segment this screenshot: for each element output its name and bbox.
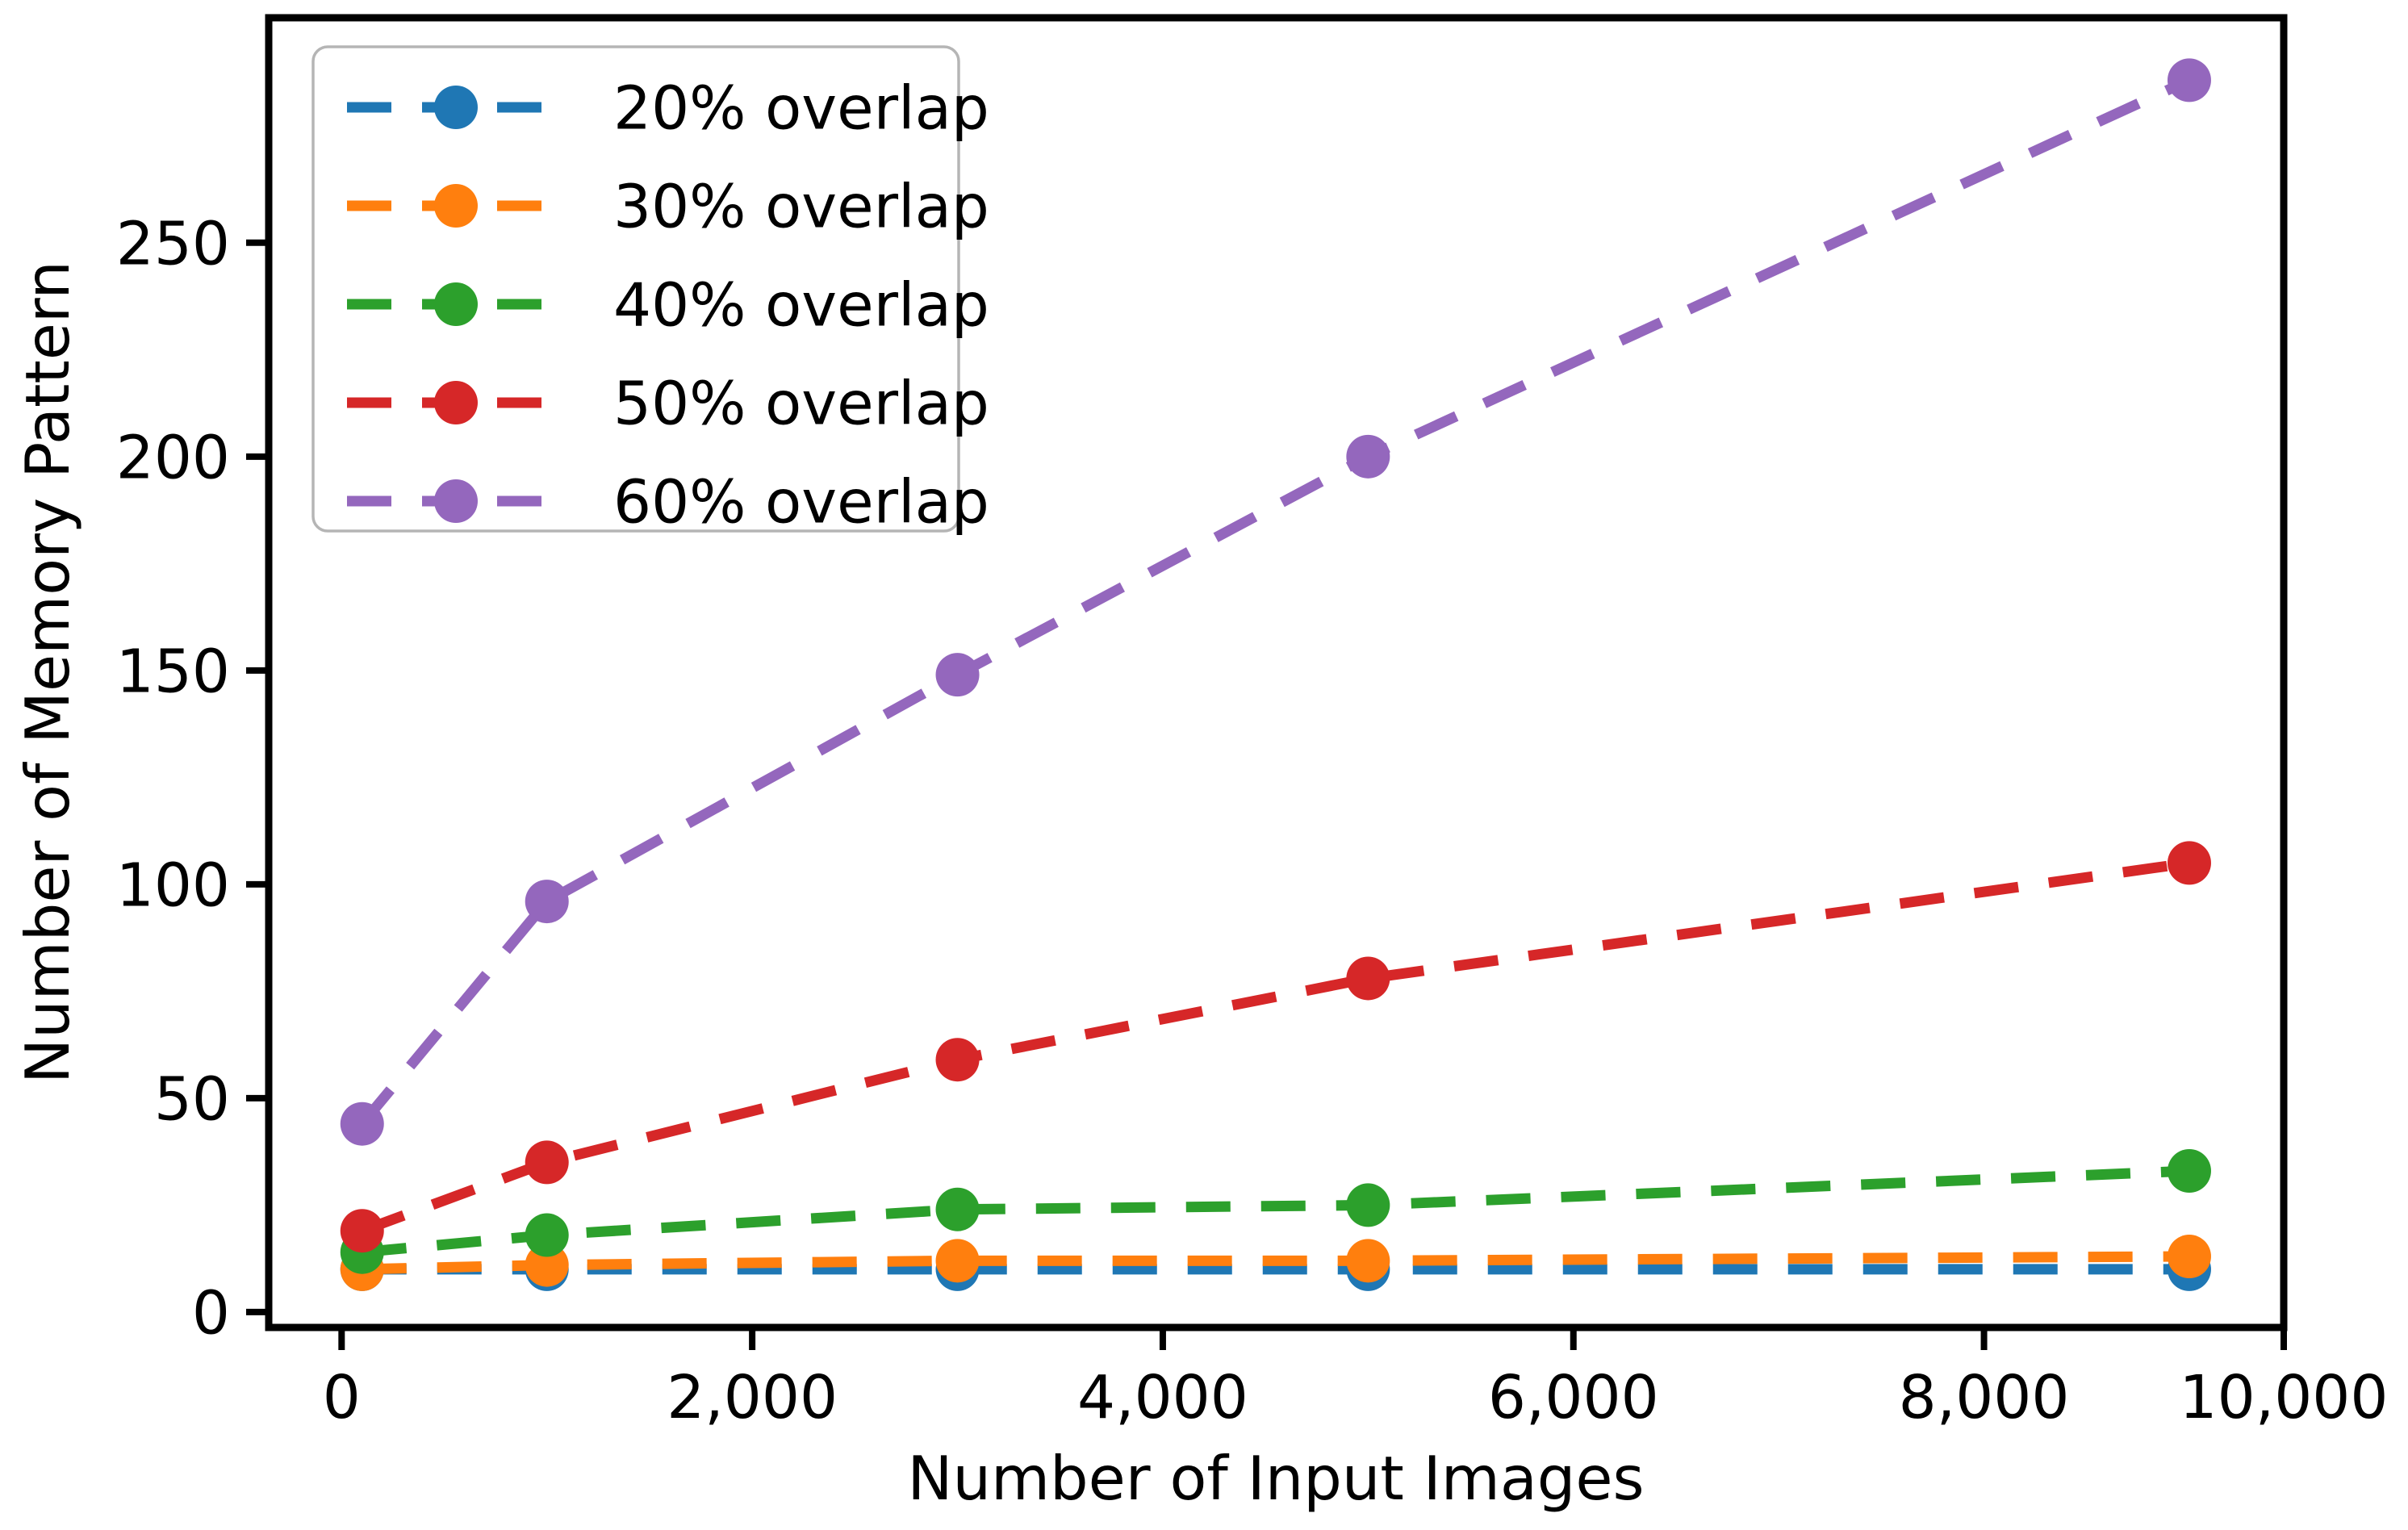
- x-tick-label: 10,000: [2180, 1363, 2389, 1432]
- x-tick-label: 0: [323, 1363, 361, 1432]
- data-point-marker: [1346, 434, 1390, 479]
- y-tick-label: 250: [116, 209, 230, 278]
- data-point-marker: [525, 880, 569, 924]
- data-point-marker: [340, 1209, 384, 1253]
- legend-label: 60% overlap: [613, 468, 989, 537]
- series-group: [340, 58, 2211, 1291]
- legend-label: 40% overlap: [613, 271, 989, 341]
- y-tick-label: 200: [116, 423, 230, 492]
- data-point-marker: [935, 1239, 980, 1283]
- legend-label: 50% overlap: [613, 370, 989, 439]
- data-point-marker: [935, 1187, 980, 1231]
- legend-label: 20% overlap: [613, 74, 989, 144]
- data-point-marker: [525, 1243, 569, 1287]
- legend-entry: 20% overlap: [347, 74, 989, 144]
- legend-label: 30% overlap: [613, 173, 989, 242]
- axes-spines: [265, 14, 2288, 1331]
- data-point-marker: [2167, 1235, 2211, 1279]
- x-tick-label: 2,000: [667, 1363, 838, 1432]
- y-tick-label: 150: [116, 637, 230, 706]
- data-point-marker: [340, 1102, 384, 1146]
- legend-marker: [434, 86, 478, 129]
- x-axis-label: Number of Input Images: [907, 1443, 1644, 1514]
- x-tick-label: 4,000: [1077, 1363, 1248, 1432]
- y-tick-label: 100: [116, 851, 230, 921]
- data-point-marker: [2167, 841, 2211, 885]
- legend-marker: [434, 479, 478, 523]
- legend-marker: [434, 381, 478, 424]
- series-50-overlap: [340, 841, 2211, 1253]
- data-point-marker: [1346, 956, 1390, 1001]
- legend: 20% overlap 30% overlap 40% overlap 50% ove…: [311, 45, 989, 537]
- legend-entry: 60% overlap: [347, 468, 989, 537]
- data-point-marker: [1346, 1183, 1390, 1227]
- y-tick-label: 0: [192, 1279, 230, 1348]
- data-point-marker: [1346, 1239, 1390, 1283]
- series-60-overlap: [340, 58, 2211, 1146]
- y-tick-label: 50: [154, 1065, 230, 1135]
- legend-marker: [434, 282, 478, 326]
- y-axis: 0 50 100 150 200 250: [116, 209, 269, 1348]
- legend-entry: 40% overlap: [347, 271, 989, 341]
- data-point-marker: [525, 1140, 569, 1185]
- x-tick-label: 8,000: [1899, 1363, 2070, 1432]
- legend-marker: [434, 184, 478, 228]
- data-point-marker: [2167, 1149, 2211, 1193]
- data-point-marker: [935, 1038, 980, 1082]
- x-tick-label: 6,000: [1488, 1363, 1659, 1432]
- y-axis-label: Number of Memory Pattern: [12, 261, 83, 1084]
- legend-entry: 30% overlap: [347, 173, 989, 242]
- legend-entry: 50% overlap: [347, 370, 989, 439]
- data-point-marker: [525, 1213, 569, 1257]
- series-line: [362, 1165, 2190, 1258]
- series-line: [362, 1251, 2190, 1275]
- data-point-marker: [935, 653, 980, 697]
- data-point-marker: [2167, 58, 2211, 102]
- x-axis: 0 2,000 4,000 6,000 8,000 10,000: [323, 1327, 2389, 1432]
